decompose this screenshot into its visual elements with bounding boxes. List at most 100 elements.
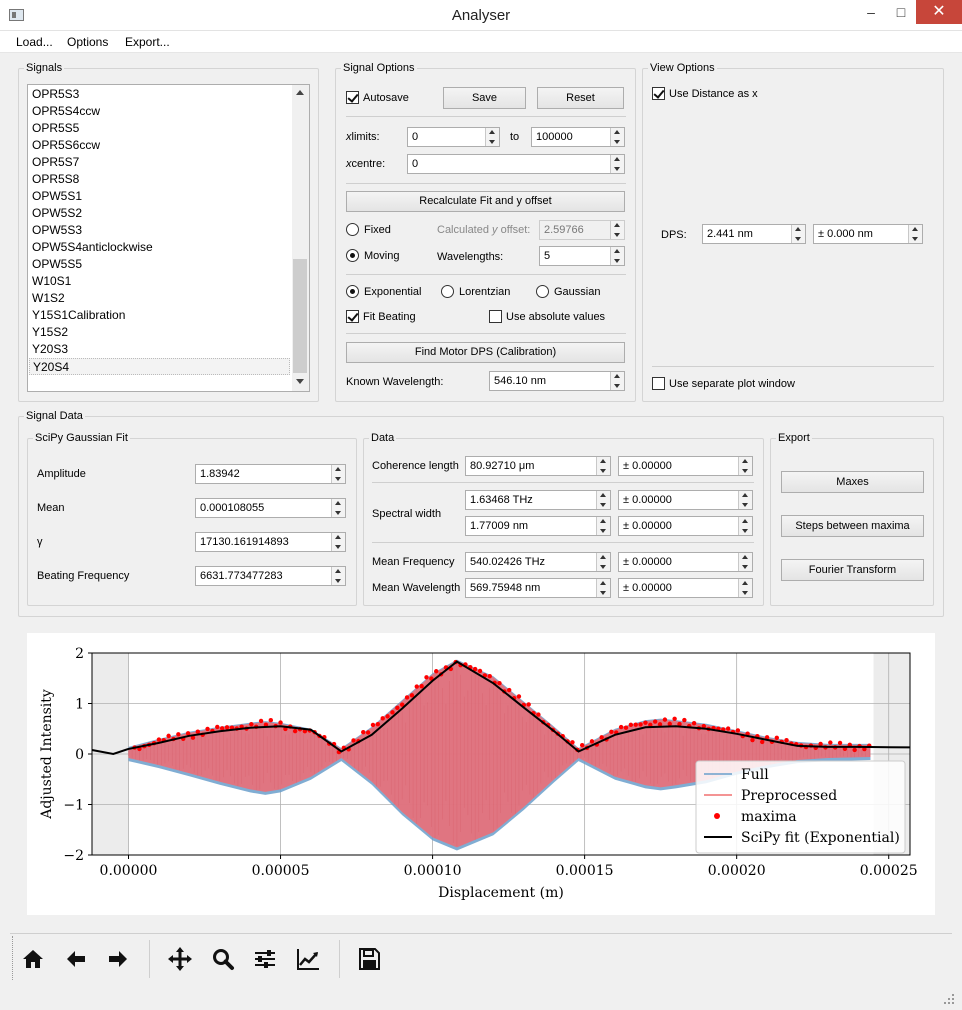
menu-export[interactable]: Export...	[125, 35, 170, 49]
spin-arrows-icon[interactable]	[610, 128, 624, 146]
mean-wavelength-error[interactable]: ± 0.00000	[618, 578, 753, 598]
signal-data-title: Signal Data	[24, 410, 85, 422]
spin-arrows-icon[interactable]	[610, 247, 624, 265]
spectral-width-label: Spectral width	[372, 508, 442, 520]
separate-window-checkbox[interactable]	[652, 377, 665, 390]
signal-list-item[interactable]: Y20S3	[32, 342, 69, 356]
spin-arrows-icon[interactable]	[610, 155, 624, 173]
export-maxes-button[interactable]: Maxes	[781, 471, 924, 493]
spin-arrows-icon[interactable]	[596, 457, 610, 475]
signal-list-item[interactable]: Y15S2	[32, 325, 69, 339]
maximize-button[interactable]: □	[896, 4, 906, 20]
reset-button[interactable]: Reset	[537, 87, 624, 109]
signal-list-item[interactable]: OPR5S6ccw	[32, 138, 101, 152]
save-figure-button[interactable]	[354, 944, 384, 974]
lorentzian-radio[interactable]	[441, 285, 454, 298]
scroll-thumb[interactable]	[293, 259, 307, 373]
gaussian-radio[interactable]	[536, 285, 549, 298]
signal-list-item[interactable]: OPR5S4ccw	[32, 104, 101, 118]
signal-list-item[interactable]: OPR5S7	[32, 155, 80, 169]
exponential-radio[interactable]	[346, 285, 359, 298]
back-button[interactable]	[61, 944, 91, 974]
xlim-max-spinbox[interactable]: 100000	[531, 127, 625, 147]
xcentre-spinbox[interactable]: 0	[407, 154, 625, 174]
spin-arrows-icon[interactable]	[738, 553, 752, 571]
signal-list-item[interactable]: OPW5S4anticlockwise	[32, 240, 153, 254]
spin-arrows-icon[interactable]	[331, 567, 345, 585]
resize-grip[interactable]	[942, 992, 956, 1006]
signal-list-item[interactable]: OPR5S5	[32, 121, 80, 135]
menu-load[interactable]: Load...	[16, 35, 53, 49]
signal-list-item[interactable]: W10S1	[32, 274, 72, 288]
mean-spinbox[interactable]: 0.000108055	[195, 498, 346, 518]
spin-arrows-icon[interactable]	[738, 579, 752, 597]
beating-frequency-spinbox[interactable]: 6631.773477283	[195, 566, 346, 586]
fixed-radio[interactable]	[346, 223, 359, 236]
use-distance-checkbox[interactable]	[652, 87, 665, 100]
dps-spinbox[interactable]: 2.441 nm	[702, 224, 806, 244]
customize-button[interactable]	[293, 944, 323, 974]
subplots-button[interactable]	[250, 944, 280, 974]
xlim-min-spinbox[interactable]: 0	[407, 127, 500, 147]
pan-button[interactable]	[165, 944, 195, 974]
signal-list-item[interactable]: OPR5S8	[32, 172, 80, 186]
recalculate-button[interactable]: Recalculate Fit and y offset	[346, 191, 625, 212]
mean-wavelength-spinbox[interactable]: 569.75948 nm	[465, 578, 611, 598]
zoom-button[interactable]	[208, 944, 238, 974]
spin-arrows-icon[interactable]	[738, 457, 752, 475]
spin-arrows-icon[interactable]	[331, 499, 345, 517]
plot-canvas[interactable]: 0.00000 0.00005 0.00010 0.00015 0.00020 0.000…	[27, 633, 935, 915]
spectral-width-nm-error[interactable]: ± 0.00000	[618, 516, 753, 536]
spectral-width-thz-error[interactable]: ± 0.00000	[618, 490, 753, 510]
abs-values-checkbox[interactable]	[489, 310, 502, 323]
forward-button[interactable]	[103, 944, 133, 974]
fit-beating-checkbox[interactable]	[346, 310, 359, 323]
scroll-down-icon[interactable]	[296, 379, 304, 384]
signal-list-item[interactable]: Y15S1Calibration	[32, 308, 126, 322]
export-fourier-button[interactable]: Fourier Transform	[781, 559, 924, 581]
spin-arrows-icon[interactable]	[610, 372, 624, 390]
spin-arrows-icon[interactable]	[331, 465, 345, 483]
spin-arrows-icon[interactable]	[791, 225, 805, 243]
save-button[interactable]: Save	[443, 87, 526, 109]
signal-list-item[interactable]: OPW5S5	[32, 257, 83, 271]
mean-frequency-error[interactable]: ± 0.00000	[618, 552, 753, 572]
signal-list-item[interactable]: Y20S4	[29, 358, 290, 375]
signal-list-item[interactable]: OPW5S2	[32, 206, 83, 220]
signal-list-item[interactable]: W1S2	[32, 291, 65, 305]
spin-arrows-icon[interactable]	[331, 533, 345, 551]
home-button[interactable]	[18, 944, 48, 974]
spin-arrows-icon[interactable]	[596, 491, 610, 509]
spin-arrows-icon[interactable]	[738, 517, 752, 535]
chart-svg[interactable]: 0.00000 0.00005 0.00010 0.00015 0.00020 0.000…	[27, 633, 935, 915]
moving-radio[interactable]	[346, 249, 359, 262]
coherence-length-spinbox[interactable]: 80.92710 μm	[465, 456, 611, 476]
amplitude-spinbox[interactable]: 1.83942	[195, 464, 346, 484]
dps-error-spinbox[interactable]: ± 0.000 nm	[813, 224, 923, 244]
coherence-length-error[interactable]: ± 0.00000	[618, 456, 753, 476]
close-button[interactable]: ✕	[916, 0, 962, 24]
signal-list-item[interactable]: OPW5S1	[32, 189, 83, 203]
spin-arrows-icon[interactable]	[596, 579, 610, 597]
spin-arrows-icon[interactable]	[485, 128, 499, 146]
export-steps-button[interactable]: Steps between maxima	[781, 515, 924, 537]
find-motor-dps-button[interactable]: Find Motor DPS (Calibration)	[346, 342, 625, 363]
known-wavelength-spinbox[interactable]: 546.10 nm	[489, 371, 625, 391]
gamma-spinbox[interactable]: 17130.161914893	[195, 532, 346, 552]
signal-list-item[interactable]: OPR5S3	[32, 87, 80, 101]
spectral-width-thz-spinbox[interactable]: 1.63468 THz	[465, 490, 611, 510]
signals-scrollbar[interactable]	[292, 85, 309, 391]
scroll-up-icon[interactable]	[296, 90, 304, 95]
signal-list-item[interactable]: OPW5S3	[32, 223, 83, 237]
spin-arrows-icon[interactable]	[908, 225, 922, 243]
signals-list[interactable]: OPR5S3 OPR5S4ccw OPR5S5 OPR5S6ccw OPR5S7 OPR5…	[27, 84, 310, 392]
mean-frequency-spinbox[interactable]: 540.02426 THz	[465, 552, 611, 572]
spin-arrows-icon[interactable]	[596, 553, 610, 571]
minimize-button[interactable]: ‒	[867, 4, 875, 20]
wavelengths-spinbox[interactable]: 5	[539, 246, 625, 266]
menu-options[interactable]: Options	[67, 35, 109, 49]
spin-arrows-icon[interactable]	[738, 491, 752, 509]
spin-arrows-icon[interactable]	[596, 517, 610, 535]
autosave-checkbox[interactable]	[346, 91, 359, 104]
spectral-width-nm-spinbox[interactable]: 1.77009 nm	[465, 516, 611, 536]
